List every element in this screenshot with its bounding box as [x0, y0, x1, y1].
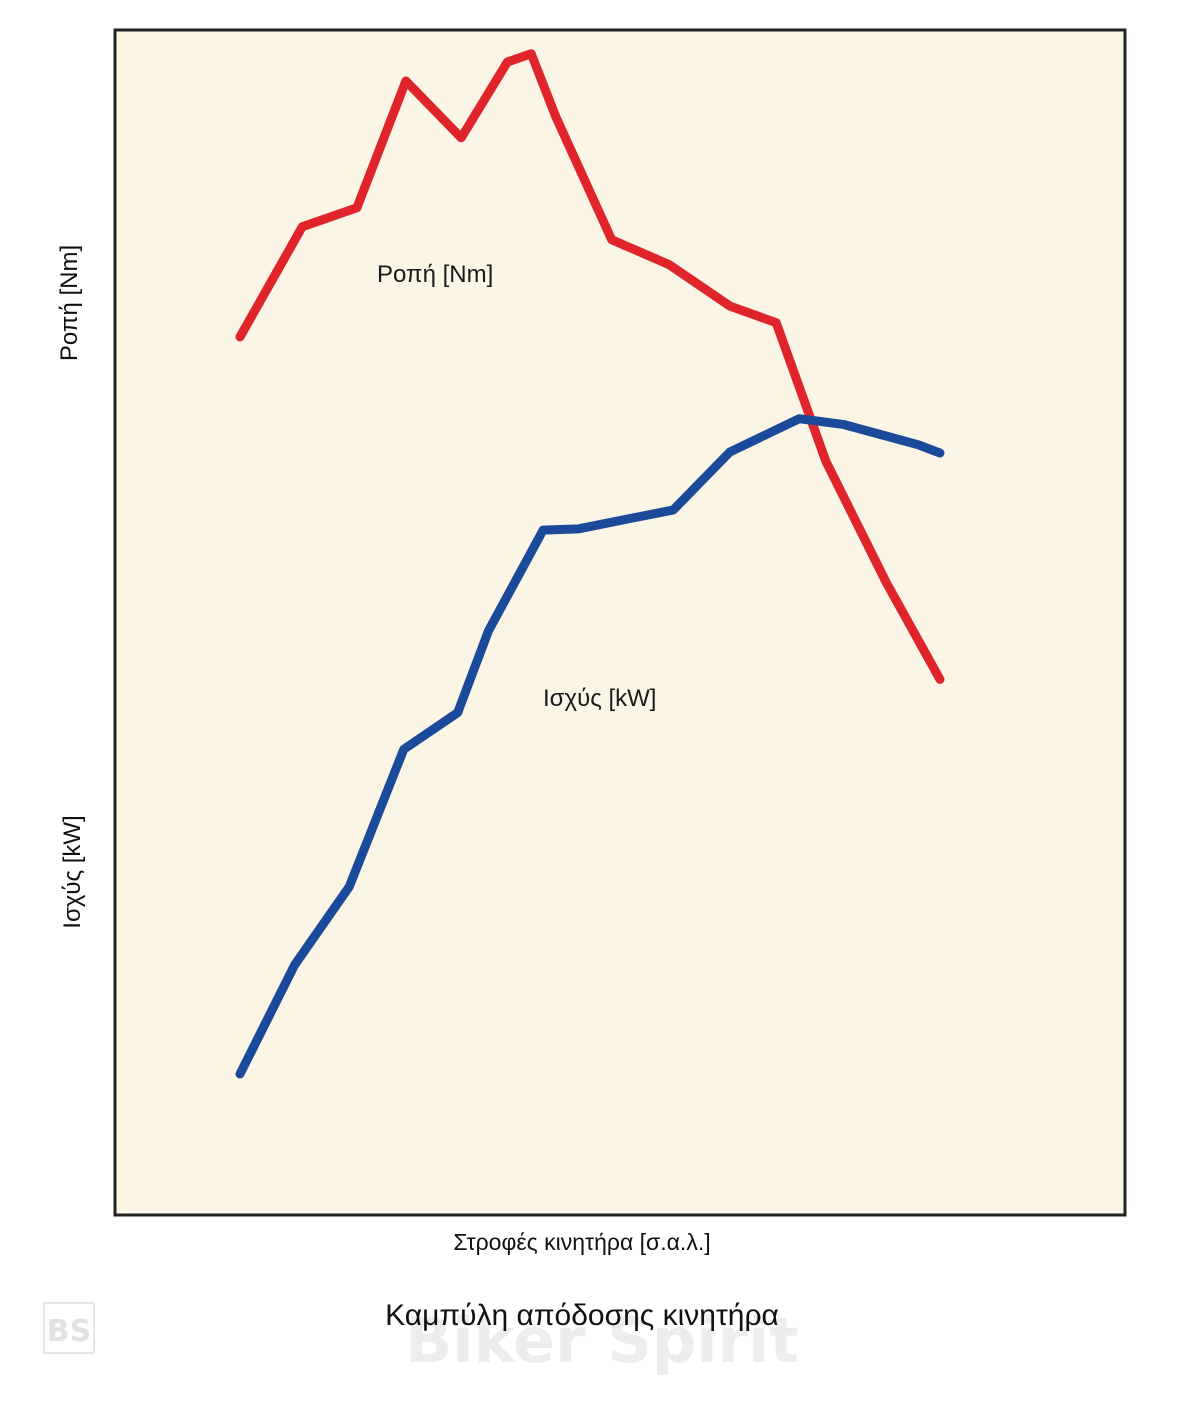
y-axis-label-power: Ισχύς [kW] — [59, 815, 86, 928]
chart-title: Καμπύλη απόδοσης κινητήρα — [385, 1299, 779, 1332]
torque-curve-label: Ροπή [Nm] — [377, 261, 493, 288]
x-axis-label: Στροφές κινητήρα [σ.α.λ.] — [453, 1229, 710, 1255]
power-curve — [235, 414, 945, 1079]
svg-text:BS: BS — [47, 1314, 91, 1349]
bs-logo: BS — [43, 1302, 95, 1354]
watermark-text: Biker Spirit — [405, 1304, 799, 1377]
y-axis-label-torque: Ροπή [Nm] — [56, 245, 83, 361]
power-curve-label: Ισχύς [kW] — [543, 685, 656, 712]
torque-curve — [235, 49, 945, 684]
plot-area — [113, 28, 1127, 1217]
